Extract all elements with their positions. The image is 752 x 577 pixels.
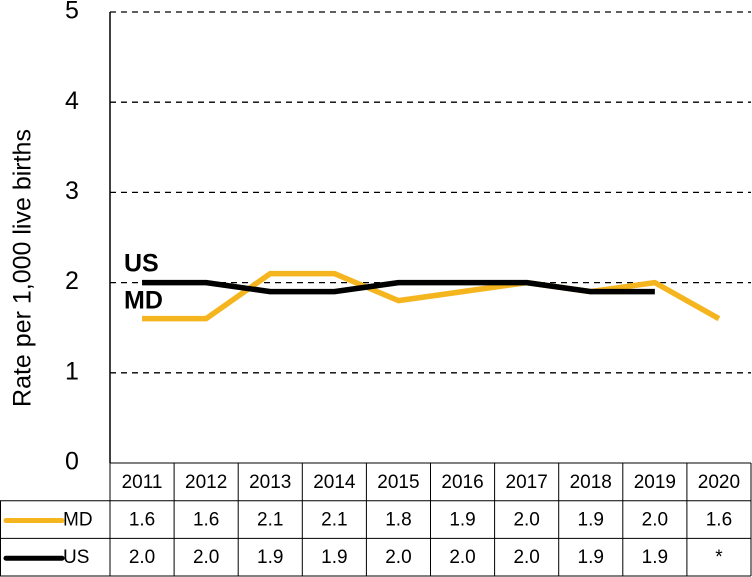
x-tick-label: 2018 [570, 472, 612, 493]
table-value: 1.9 [578, 510, 604, 531]
annotation: MD [124, 287, 163, 315]
x-tick-label: 2020 [698, 472, 740, 493]
series-line [142, 279, 655, 295]
table-value: 1.9 [257, 547, 283, 568]
x-tick-label: 2016 [441, 472, 483, 493]
table-value: 1.9 [321, 547, 347, 568]
table-value: 1.9 [578, 547, 604, 568]
y-tick-label: 1 [65, 357, 79, 385]
table-value: 2.0 [385, 547, 411, 568]
table-value: 1.6 [706, 510, 732, 531]
x-tick-label: 2014 [313, 472, 356, 493]
table-value: 2.0 [513, 547, 539, 568]
y-tick-label: 4 [65, 87, 79, 115]
table-value: 1.9 [449, 510, 475, 531]
y-tick-label: 0 [65, 448, 79, 476]
y-tick-label: 3 [65, 177, 79, 205]
table-value: 2.0 [449, 547, 475, 568]
x-tick-label: 2017 [506, 472, 548, 493]
x-tick-label: 2013 [249, 472, 291, 493]
y-tick-label: 5 [65, 0, 79, 25]
x-tick-label: 2012 [185, 472, 227, 493]
y-axis-label: Rate per 1,000 live births [9, 129, 37, 407]
table-value: 1.6 [193, 510, 219, 531]
legend-label: MD [63, 510, 93, 531]
table-value: 2.1 [321, 510, 347, 531]
x-tick-label: 2011 [122, 472, 163, 493]
table-value: 2.0 [129, 547, 155, 568]
y-tick-label: 2 [65, 267, 79, 295]
table-value: 2.0 [193, 547, 219, 568]
table-value: 1.9 [642, 547, 668, 568]
table-value: 1.8 [385, 510, 411, 531]
x-tick-label: 2019 [634, 472, 676, 493]
table-value: 2.1 [257, 510, 283, 531]
table-value: 2.0 [513, 510, 539, 531]
table-value: 1.6 [129, 510, 155, 531]
table-value: * [715, 547, 723, 568]
annotation: US [124, 250, 159, 278]
series-line [142, 270, 721, 322]
table-value: 2.0 [642, 510, 668, 531]
legend-label: US [63, 547, 89, 568]
x-tick-label: 2015 [377, 472, 419, 493]
